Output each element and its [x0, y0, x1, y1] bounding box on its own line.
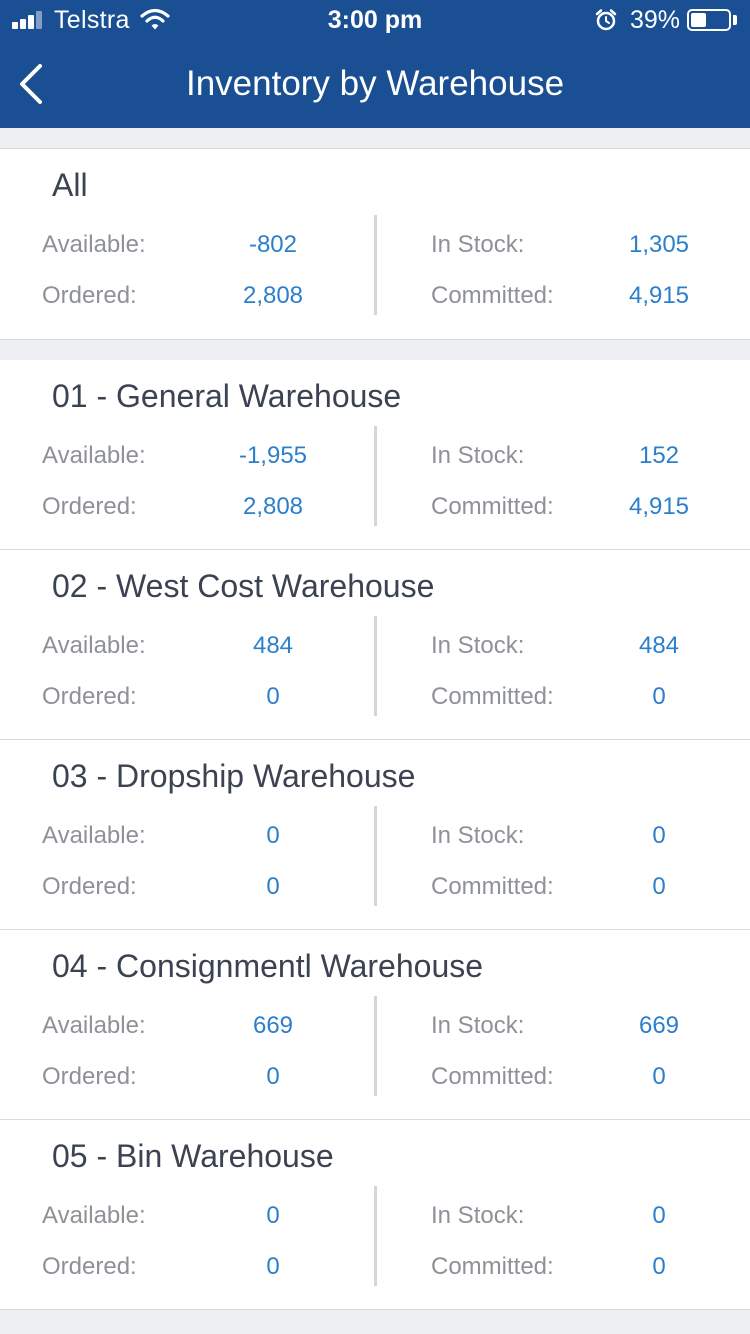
- warehouse-card-03[interactable]: 03 - Dropship Warehouse Available: 0 Ord…: [0, 740, 750, 930]
- status-bar: Telstra 3:00 pm 39%: [0, 0, 750, 40]
- column-divider: [374, 616, 377, 716]
- available-value: -802: [248, 231, 298, 258]
- available-label: Available:: [42, 822, 146, 849]
- ordered-value: 0: [266, 1063, 280, 1090]
- signal-icon: [12, 11, 48, 29]
- in-stock-label: In Stock:: [431, 231, 525, 258]
- wifi-icon: [140, 8, 170, 30]
- in-stock-value: 152: [638, 442, 680, 469]
- available-label: Available:: [42, 1202, 146, 1229]
- in-stock-label: In Stock:: [431, 1202, 525, 1229]
- available-label: Available:: [42, 1012, 146, 1039]
- committed-value: 0: [652, 683, 666, 710]
- battery-percent: 39%: [630, 6, 681, 34]
- warehouse-name: 03 - Dropship Warehouse: [52, 758, 416, 794]
- committed-label: Committed:: [431, 873, 554, 900]
- committed-value: 4,915: [628, 493, 690, 520]
- committed-label: Committed:: [431, 282, 554, 309]
- available-value: 0: [266, 1202, 280, 1229]
- committed-value: 0: [652, 1253, 666, 1280]
- ordered-value: 0: [266, 873, 280, 900]
- ordered-value: 2,808: [242, 493, 304, 520]
- in-stock-label: In Stock:: [431, 822, 525, 849]
- back-button[interactable]: [4, 52, 64, 116]
- warehouse-card-02[interactable]: 02 - West Cost Warehouse Available: 484 …: [0, 550, 750, 740]
- ordered-value: 0: [266, 683, 280, 710]
- chevron-left-icon: [20, 64, 42, 104]
- available-label: Available:: [42, 231, 146, 258]
- in-stock-value: 0: [652, 1202, 666, 1229]
- battery-icon: [687, 9, 731, 31]
- nav-bar: Inventory by Warehouse: [0, 40, 750, 128]
- available-value: -1,955: [238, 442, 308, 469]
- warehouse-name: 01 - General Warehouse: [52, 378, 402, 414]
- committed-label: Committed:: [431, 1063, 554, 1090]
- ordered-label: Ordered:: [42, 282, 137, 309]
- ordered-label: Ordered:: [42, 493, 137, 520]
- available-value: 0: [266, 822, 280, 849]
- committed-label: Committed:: [431, 683, 554, 710]
- warehouse-card-04[interactable]: 04 - Consignmentl Warehouse Available: 6…: [0, 930, 750, 1120]
- committed-label: Committed:: [431, 1253, 554, 1280]
- status-time: 3:00 pm: [327, 6, 423, 34]
- battery-cap: [733, 15, 737, 25]
- ordered-value: 2,808: [242, 282, 304, 309]
- in-stock-label: In Stock:: [431, 442, 525, 469]
- page-title: Inventory by Warehouse: [185, 64, 565, 103]
- carrier-name: Telstra: [54, 6, 130, 34]
- available-value: 669: [252, 1012, 294, 1039]
- warehouse-name: All: [52, 167, 88, 203]
- warehouse-name: 04 - Consignmentl Warehouse: [52, 948, 484, 984]
- available-label: Available:: [42, 632, 146, 659]
- ordered-label: Ordered:: [42, 1253, 137, 1280]
- column-divider: [374, 1186, 377, 1286]
- warehouse-card-05[interactable]: 05 - Bin Warehouse Available: 0 Ordered:…: [0, 1120, 750, 1310]
- warehouse-card-01[interactable]: 01 - General Warehouse Available: -1,955…: [0, 360, 750, 550]
- ordered-label: Ordered:: [42, 683, 137, 710]
- column-divider: [374, 996, 377, 1096]
- ordered-label: Ordered:: [42, 873, 137, 900]
- in-stock-value: 484: [638, 632, 680, 659]
- ordered-value: 0: [266, 1253, 280, 1280]
- in-stock-value: 1,305: [628, 231, 690, 258]
- in-stock-value: 0: [652, 822, 666, 849]
- available-label: Available:: [42, 442, 146, 469]
- committed-value: 4,915: [628, 282, 690, 309]
- column-divider: [374, 806, 377, 906]
- warehouse-list: All Available: -802 Ordered: 2,808 In St…: [0, 148, 750, 1310]
- in-stock-value: 669: [638, 1012, 680, 1039]
- ordered-label: Ordered:: [42, 1063, 137, 1090]
- in-stock-label: In Stock:: [431, 632, 525, 659]
- committed-value: 0: [652, 1063, 666, 1090]
- column-divider: [374, 215, 377, 315]
- alarm-icon: [595, 9, 617, 31]
- warehouse-name: 02 - West Cost Warehouse: [52, 568, 435, 604]
- committed-label: Committed:: [431, 493, 554, 520]
- column-divider: [374, 426, 377, 526]
- warehouse-card-all[interactable]: All Available: -802 Ordered: 2,808 In St…: [0, 148, 750, 340]
- warehouse-name: 05 - Bin Warehouse: [52, 1138, 334, 1174]
- top-bar: Telstra 3:00 pm 39% Inventory by Warehou…: [0, 0, 750, 128]
- available-value: 484: [252, 632, 294, 659]
- in-stock-label: In Stock:: [431, 1012, 525, 1039]
- committed-value: 0: [652, 873, 666, 900]
